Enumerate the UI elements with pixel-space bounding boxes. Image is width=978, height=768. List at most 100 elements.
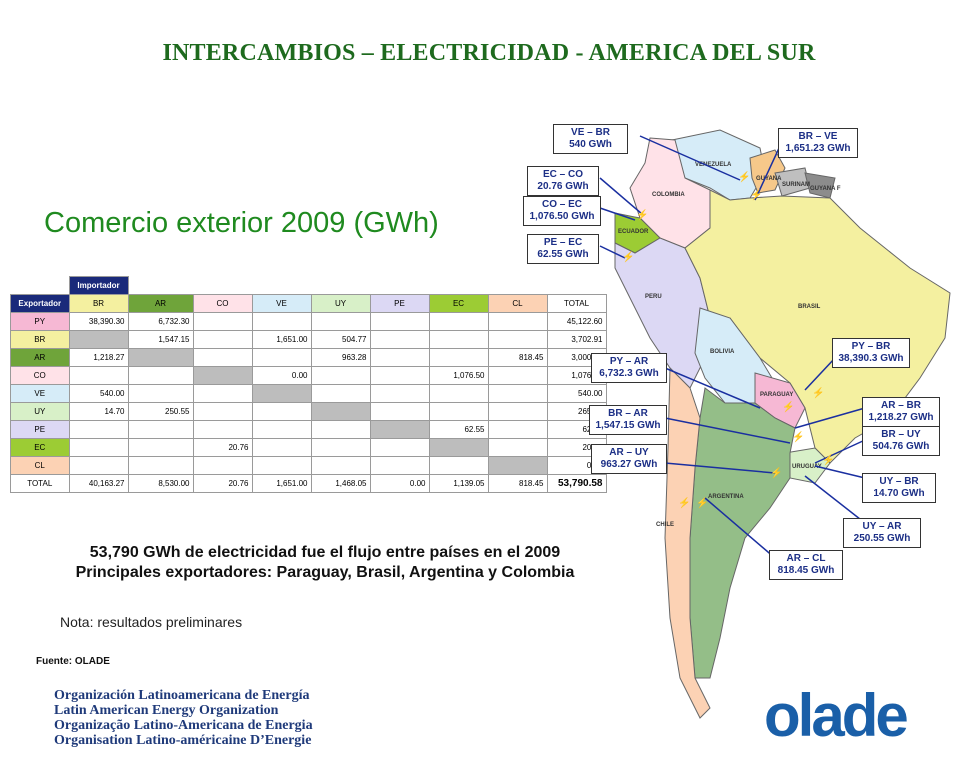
table-cell xyxy=(192,420,253,439)
table-cell xyxy=(127,438,194,457)
row-header: CL xyxy=(10,456,70,475)
map-label-guyana: GUYANA xyxy=(756,176,782,182)
table-cell xyxy=(192,348,253,367)
flow-box-ve-br: VE – BR 540 GWh xyxy=(553,124,628,154)
table-cell: 1,218.27 xyxy=(68,348,129,367)
flow-box-co-ec: CO – EC 1,076.50 GWh xyxy=(523,196,601,226)
row-header: PE xyxy=(10,420,70,439)
map-label-colombia: COLOMBIA xyxy=(652,192,685,198)
table-cell: 62.55 xyxy=(428,420,489,439)
map-label-brasil: BRASIL xyxy=(798,304,821,310)
table-cell xyxy=(251,312,312,331)
summary-line-2: Principales exportadores: Paraguay, Bras… xyxy=(75,564,575,581)
table-cell xyxy=(369,402,430,421)
table-cell xyxy=(310,438,371,457)
row-header: UY xyxy=(10,402,70,421)
map-label-uruguay: URUGUAY xyxy=(792,464,822,470)
table-cell xyxy=(369,348,430,367)
table-cell: 1,547.15 xyxy=(127,330,194,349)
org-name-en: Latin American Energy Organization xyxy=(54,703,279,718)
table-cell xyxy=(487,420,548,439)
subtitle: Comercio exterior 2009 (GWh) xyxy=(44,207,439,239)
page-title: INTERCAMBIOS – ELECTRICIDAD - AMERICA DE… xyxy=(162,40,816,66)
table-cell xyxy=(428,456,489,475)
total-row: TOTAL 40,163.27 8,530.00 20.76 1,651.00 1,468… xyxy=(10,474,607,493)
tower-icon: ⚡ xyxy=(782,400,794,413)
flow-box-py-br: PY – BR 38,390.3 GWh xyxy=(832,338,910,368)
map-chile xyxy=(664,366,711,719)
total-cell: 53,790.58 xyxy=(546,474,607,493)
total-cell: 1,468.05 xyxy=(310,474,371,493)
table-cell: 1,651.00 xyxy=(251,330,312,349)
tower-icon: ⚡ xyxy=(770,466,782,479)
table-cell xyxy=(487,366,548,385)
table-cell xyxy=(68,438,129,457)
exporter-label: Exportador xyxy=(10,294,70,313)
table-cell xyxy=(369,438,430,457)
flow-box-br-ve: BR – VE 1,651.23 GWh xyxy=(778,128,858,158)
table-cell xyxy=(251,420,312,439)
table-cell xyxy=(369,366,430,385)
total-cell: 0.00 xyxy=(369,474,430,493)
tower-icon: ⚡ xyxy=(822,453,834,466)
flow-box-ec-co: EC – CO 20.76 GWh xyxy=(527,166,599,196)
table-cell xyxy=(369,312,430,331)
table-cell xyxy=(310,312,371,331)
table-cell xyxy=(251,438,312,457)
table-cell xyxy=(369,456,430,475)
importer-label: Importador xyxy=(68,276,129,295)
table-row: CO 0.00 1,076.50 1,076.50 xyxy=(10,366,607,385)
row-header: EC xyxy=(10,438,70,457)
olade-logo: olade xyxy=(764,682,909,749)
total-cell: 1,651.00 xyxy=(251,474,312,493)
row-header: AR xyxy=(10,348,70,367)
map-argentina xyxy=(689,387,796,679)
tower-icons: ⚡ ⚡ ⚡ ⚡ ⚡ ⚡ ⚡ ⚡ ⚡ ⚡ ⚡ xyxy=(622,170,834,509)
row-header: BR xyxy=(10,330,70,349)
table-cell xyxy=(127,384,194,403)
table-cell xyxy=(369,330,430,349)
table-cell xyxy=(127,366,194,385)
table-cell xyxy=(428,438,489,457)
table-cell xyxy=(192,330,253,349)
column-header: BR xyxy=(68,294,129,313)
table-cell xyxy=(369,420,430,439)
org-name-es: Organización Latinoamericana de Energía xyxy=(54,688,310,703)
column-header: EC xyxy=(428,294,489,313)
column-header: CO xyxy=(192,294,253,313)
total-cell: 818.45 xyxy=(487,474,548,493)
total-cell: 8,530.00 xyxy=(127,474,194,493)
total-row-label: TOTAL xyxy=(10,474,70,493)
table-row: CL0.00 xyxy=(10,456,607,475)
map-label-guyana-f: GUYANA F xyxy=(810,186,841,192)
tower-icon: ⚡ xyxy=(678,496,690,509)
table-cell xyxy=(251,456,312,475)
table-cell xyxy=(192,456,253,475)
table-cell xyxy=(428,348,489,367)
map-label-surinam: SURINAM xyxy=(782,182,810,188)
table-cell xyxy=(192,384,253,403)
org-name-pt: Organização Latino-Americana de Energia xyxy=(54,718,313,733)
tower-icon: ⚡ xyxy=(636,208,648,221)
flow-box-br-ar: BR – AR 1,547.15 GWh xyxy=(589,405,667,435)
table-cell: 14.70 xyxy=(68,402,129,421)
south-america-map: VENEZUELA GUYANA SURINAM GUYANA F COLOMB… xyxy=(599,129,951,719)
table-cell xyxy=(310,366,371,385)
org-name-fr: Organisation Latino-américaine D’Energie xyxy=(54,733,312,748)
flow-box-ar-cl: AR – CL 818.45 GWh xyxy=(769,550,843,580)
table-cell: 818.45 xyxy=(487,348,548,367)
table-cell xyxy=(68,420,129,439)
flow-lines xyxy=(599,135,866,559)
flow-box-br-uy: BR – UY 504.76 GWh xyxy=(862,426,940,456)
source: Fuente: OLADE xyxy=(36,656,110,667)
table-cell xyxy=(192,312,253,331)
table-cell: 250.55 xyxy=(127,402,194,421)
table-cell xyxy=(127,456,194,475)
tower-icon: ⚡ xyxy=(812,386,824,399)
note: Nota: resultados preliminares xyxy=(60,614,243,630)
row-header: VE xyxy=(10,384,70,403)
column-header: CL xyxy=(487,294,548,313)
table-row: VE 540.00 540.00 xyxy=(10,384,607,403)
